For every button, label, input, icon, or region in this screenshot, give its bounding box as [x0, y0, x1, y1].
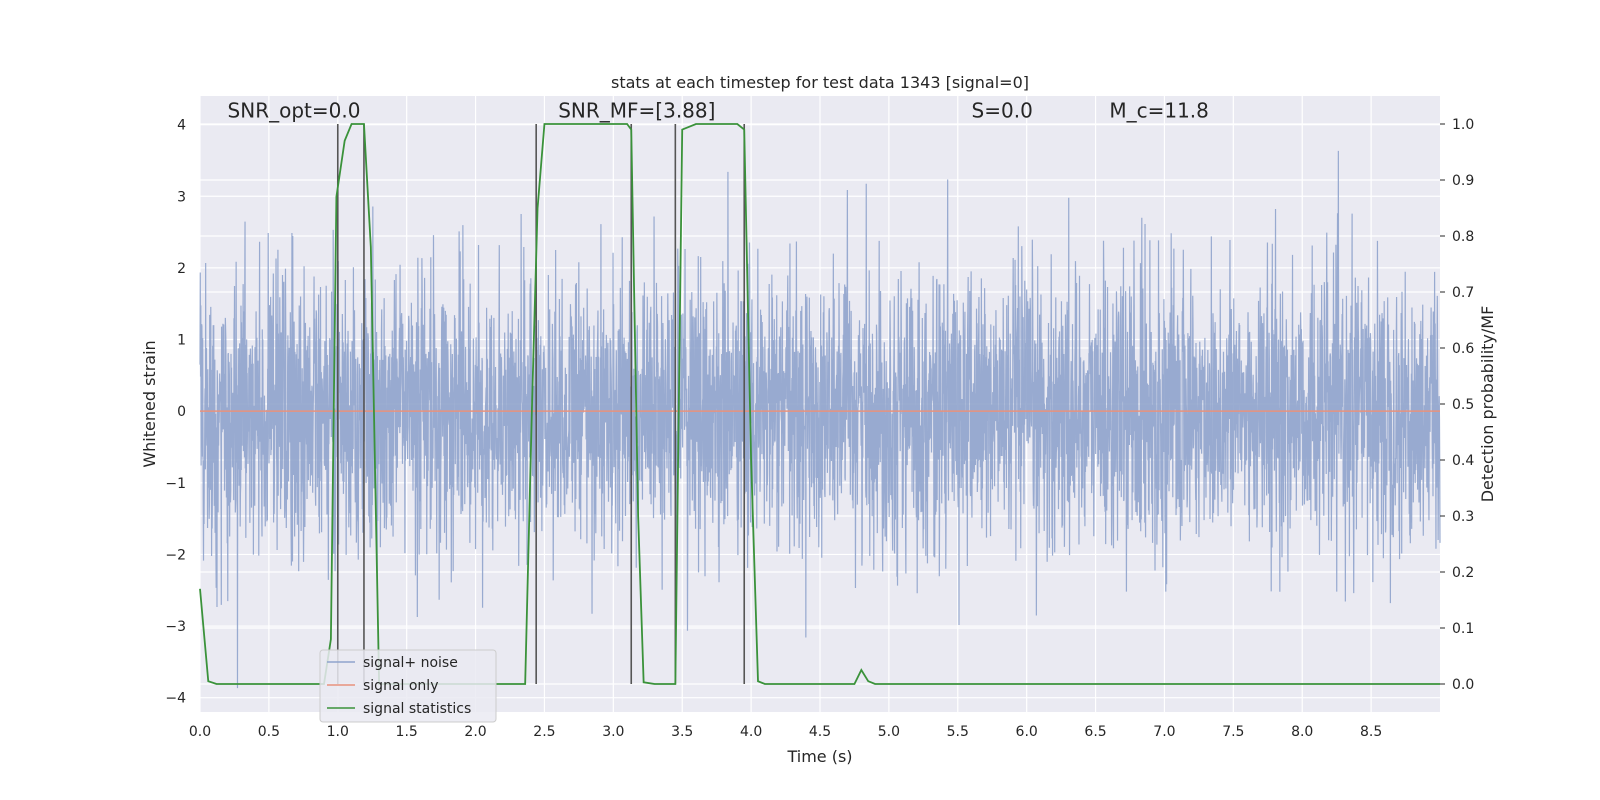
- y-tick-label-left: −1: [165, 476, 186, 492]
- y-tick-label-left: −4: [165, 691, 186, 707]
- y-tick-label-right: 0.0: [1452, 677, 1474, 693]
- x-tick-label: 2.0: [464, 724, 486, 740]
- y-tick-label-left: 3: [177, 189, 186, 205]
- y-tick-label-right: 0.1: [1452, 621, 1474, 637]
- x-tick-label: 1.0: [327, 724, 349, 740]
- annotation-text: SNR_MF=[3.88]: [558, 98, 715, 122]
- vertical-markers: [336, 124, 746, 684]
- x-tick-label: 3.5: [671, 724, 693, 740]
- x-tick-label: 4.0: [740, 724, 762, 740]
- x-tick-label: 7.5: [1222, 724, 1244, 740]
- annotation-text: S=0.0: [972, 98, 1033, 122]
- x-tick-label: 0.5: [258, 724, 280, 740]
- x-tick-label: 6.5: [1084, 724, 1106, 740]
- y-tick-label-left: −3: [165, 619, 186, 635]
- signal-plus-noise-line: [199, 150, 1441, 689]
- y-tick-label-right: 0.4: [1452, 453, 1474, 469]
- signal-statistics-line: [199, 123, 1440, 685]
- y-tick-label-right: 0.2: [1452, 565, 1474, 581]
- annotation-text: M_c=11.8: [1109, 98, 1209, 122]
- y-tick-label-left: 4: [177, 118, 186, 134]
- y-tick-label-right: 0.6: [1452, 341, 1474, 357]
- y-tick-label-left: −2: [165, 547, 186, 563]
- x-tick-label: 2.5: [533, 724, 555, 740]
- y-tick-label-right: 0.8: [1452, 229, 1474, 245]
- chart-title: stats at each timestep for test data 134…: [611, 73, 1029, 92]
- x-axis-label: Time (s): [786, 747, 852, 766]
- legend: signal+ noise signal only signal statist…: [319, 649, 497, 723]
- x-tick-label: 1.5: [396, 724, 418, 740]
- y-tick-label-right: 0.7: [1452, 285, 1474, 301]
- x-tick-label: 7.0: [1153, 724, 1175, 740]
- annotations: SNR_opt=0.0 SNR_MF=[3.88] S=0.0 M_c=11.8: [228, 98, 1209, 122]
- y-axis-label-left: Whitened strain: [140, 340, 159, 467]
- y-tick-label-left: 2: [177, 261, 186, 277]
- x-tick-label: 3.0: [602, 724, 624, 740]
- y-tick-label-right: 0.3: [1452, 509, 1474, 525]
- y-axis-label-right: Detection probability/MF: [1478, 306, 1497, 503]
- y-tick-label-right: 1.0: [1452, 117, 1474, 133]
- legend-entry-signal-noise: signal+ noise: [363, 655, 458, 671]
- x-tick-label: 4.5: [809, 724, 831, 740]
- annotation-text: SNR_opt=0.0: [228, 98, 361, 122]
- x-tick-label: 8.0: [1291, 724, 1313, 740]
- y-tick-label-right: 0.5: [1452, 397, 1474, 413]
- y-tick-label-right: 0.9: [1452, 173, 1474, 189]
- tick-labels: 0.0 0.5 1.0 1.5 2.0 2.5 3.0 3.5 4.0 4.5 5.0 5.5 6.0 6…: [165, 117, 1474, 740]
- legend-entry-signal-statistics: signal statistics: [363, 701, 471, 717]
- x-tick-label: 0.0: [189, 724, 211, 740]
- x-tick-label: 5.5: [947, 724, 969, 740]
- y-tick-label-left: 1: [177, 333, 186, 349]
- x-tick-label: 6.0: [1016, 724, 1038, 740]
- legend-entry-signal-only: signal only: [363, 678, 438, 694]
- signal-statistics-trace: [199, 123, 1440, 685]
- x-tick-label: 5.0: [878, 724, 900, 740]
- y-tick-label-left: 0: [177, 404, 186, 420]
- signal-plus-noise-trace: [199, 150, 1441, 689]
- legend-box: [319, 649, 497, 723]
- x-tick-label: 8.5: [1360, 724, 1382, 740]
